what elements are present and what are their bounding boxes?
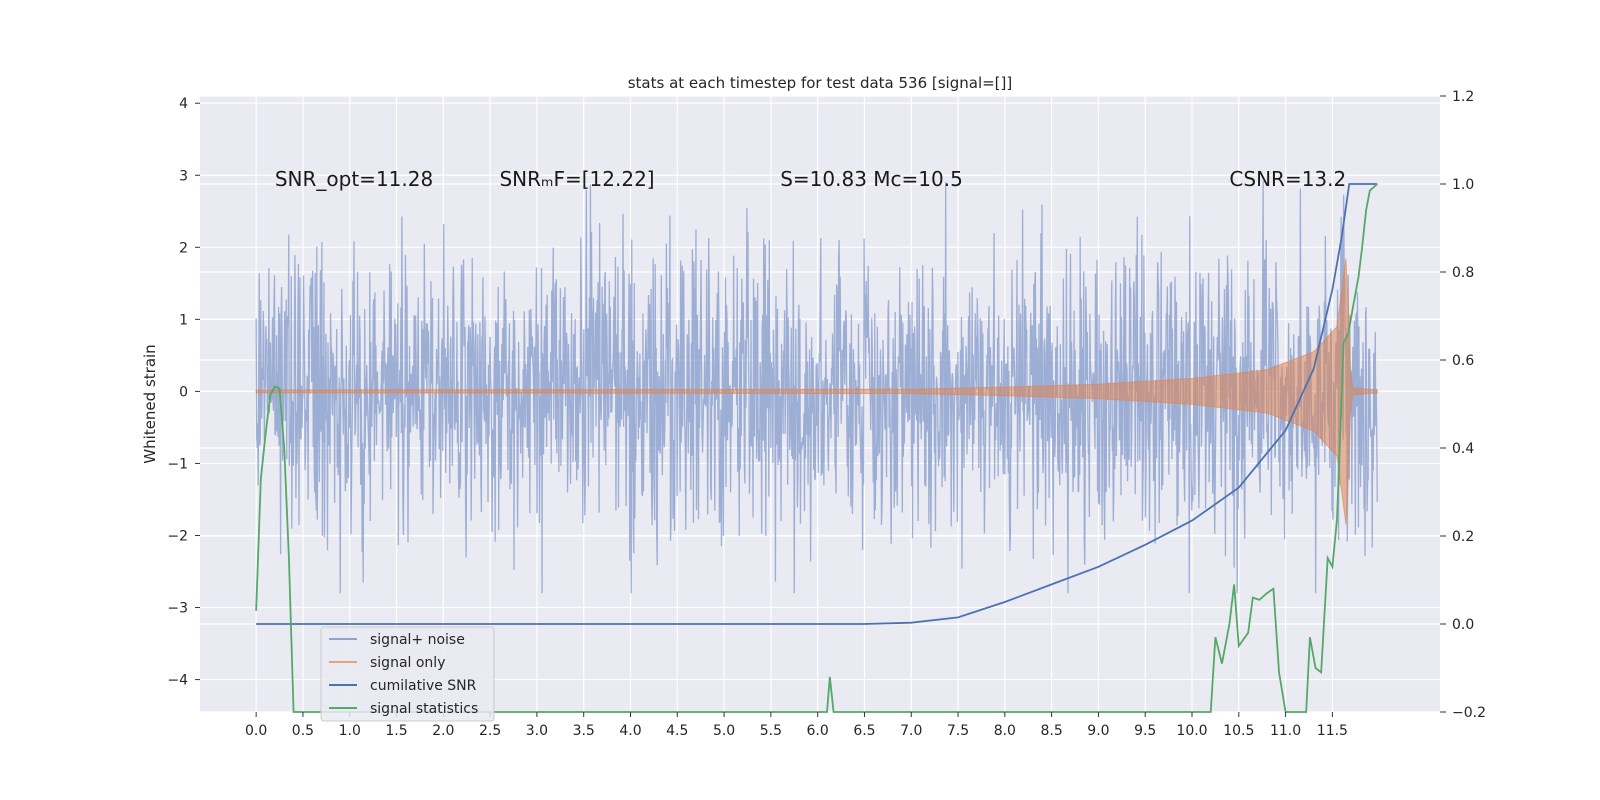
y-right-tick-label: −0.2 xyxy=(1452,705,1486,721)
y-axis-left-ticks: 4 3 2 1 0 −1 −2 −3 −4 xyxy=(167,96,200,689)
y-tick-label: 4 xyxy=(179,96,188,112)
series-cumulative-snr xyxy=(256,183,1378,625)
y-tick-label: 1 xyxy=(179,312,188,328)
x-tick-label: 2.5 xyxy=(479,723,501,739)
y-tick-label: 0 xyxy=(179,384,188,400)
legend-label-signal-statistics: signal statistics xyxy=(370,701,478,717)
x-tick-label: 9.5 xyxy=(1134,723,1156,739)
y-tick-label: −1 xyxy=(167,456,188,472)
y-axis-right-ticks: 1.2 1.0 0.8 0.6 0.4 0.2 0.0 −0.2 xyxy=(1440,89,1486,721)
y-tick-label: −2 xyxy=(167,528,188,544)
annotation-text: SNR_opt=11.28 xyxy=(275,167,433,191)
x-tick-label: 3.5 xyxy=(573,723,595,739)
legend-label-cumulative-snr: cumilative SNR xyxy=(370,678,477,694)
y-axis-label: Whitened strain xyxy=(141,344,159,463)
x-tick-label: 3.0 xyxy=(526,723,548,739)
y-tick-label: −4 xyxy=(167,673,188,689)
y-tick-label: −3 xyxy=(167,601,188,617)
y-right-tick-label: 0.6 xyxy=(1452,353,1474,369)
y-tick-label: 3 xyxy=(179,168,188,184)
legend-label-signal-noise: signal+ noise xyxy=(370,632,465,648)
x-tick-label: 1.0 xyxy=(339,723,361,739)
y-right-tick-label: 1.2 xyxy=(1452,89,1474,105)
x-tick-label: 11.5 xyxy=(1317,723,1348,739)
annotation-text: SNRₘF=[12.22] xyxy=(499,167,654,191)
x-tick-label: 5.5 xyxy=(760,723,782,739)
x-tick-label: 4.0 xyxy=(619,723,641,739)
x-tick-label: 7.5 xyxy=(947,723,969,739)
annotation-text: CSNR=13.2 xyxy=(1229,167,1346,191)
y-right-tick-label: 0.0 xyxy=(1452,617,1474,633)
x-tick-label: 6.5 xyxy=(853,723,875,739)
x-tick-label: 11.0 xyxy=(1270,723,1301,739)
series-signal-noise xyxy=(255,180,1378,594)
x-tick-label: 9.0 xyxy=(1087,723,1109,739)
series-signal-only xyxy=(255,258,1378,525)
x-tick-label: 0.0 xyxy=(245,723,267,739)
x-tick-label: 1.5 xyxy=(385,723,407,739)
x-axis-ticks: 0.0 0.5 1.0 1.5 2.0 2.5 3.0 3.5 4.0 4.5 5.0 5.5 6.0 6… xyxy=(245,712,1348,739)
x-tick-label: 8.5 xyxy=(1040,723,1062,739)
y-right-tick-label: 1.0 xyxy=(1452,177,1474,193)
y-tick-label: 2 xyxy=(179,240,188,256)
legend-box xyxy=(320,626,495,722)
x-tick-label: 0.5 xyxy=(292,723,314,739)
chart-title: stats at each timestep for test data 536… xyxy=(628,74,1013,92)
y-right-tick-label: 0.4 xyxy=(1452,441,1474,457)
x-tick-label: 5.0 xyxy=(713,723,735,739)
x-tick-label: 8.0 xyxy=(994,723,1016,739)
x-tick-label: 10.5 xyxy=(1223,723,1254,739)
x-tick-label: 10.0 xyxy=(1176,723,1207,739)
series-signal-statistics xyxy=(255,183,1378,713)
x-tick-label: 2.0 xyxy=(432,723,454,739)
legend: signal+ noise signal only cumilative SNR… xyxy=(320,626,495,722)
plot-area xyxy=(255,180,1378,713)
annotation-text: S=10.83 Mᴄ=10.5 xyxy=(780,167,963,191)
x-tick-label: 4.5 xyxy=(666,723,688,739)
x-tick-label: 6.0 xyxy=(807,723,829,739)
y-right-tick-label: 0.8 xyxy=(1452,265,1474,281)
x-tick-label: 7.0 xyxy=(900,723,922,739)
annotations: SNR_opt=11.28 SNRₘF=[12.22] S=10.83 Mᴄ=10.… xyxy=(275,167,1346,191)
legend-label-signal-only: signal only xyxy=(370,655,445,671)
y-right-tick-label: 0.2 xyxy=(1452,529,1474,545)
